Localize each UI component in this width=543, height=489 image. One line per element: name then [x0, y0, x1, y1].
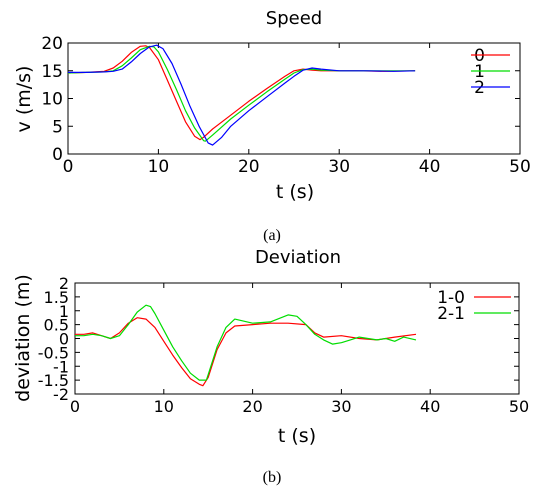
- speed-y-tick-label: 20: [41, 34, 63, 54]
- deviation-x-tick-label: 0: [70, 397, 80, 416]
- deviation-y-axis-label: deviation (m): [12, 274, 34, 402]
- speed-x-axis-label: t (s): [276, 181, 314, 203]
- speed-x-tick-label: 50: [509, 157, 531, 177]
- deviation-x-tick-label: 20: [242, 397, 262, 416]
- deviation-x-tick-label: 30: [331, 397, 351, 416]
- speed-x-tick-label: 10: [148, 157, 170, 177]
- speed-x-tick-label: 20: [238, 157, 260, 177]
- speed-caption: (a): [263, 227, 281, 244]
- deviation-y-tick-label: -2: [53, 385, 69, 404]
- speed-plot-frame: [67, 42, 521, 155]
- speed-x-tick-label: 0: [63, 157, 74, 177]
- deviation-y-tick-label: 1: [59, 302, 69, 321]
- speed-series-line-1: [67, 45, 416, 142]
- speed-y-tick-label: 5: [52, 117, 63, 137]
- deviation-legend: 1-02-1: [437, 288, 511, 324]
- deviation-legend-label: 2-1: [437, 304, 465, 324]
- speed-y-axis-label: v (m/s): [13, 66, 35, 133]
- deviation-series-lines: [75, 304, 417, 387]
- speed-y-tick-label: 15: [41, 62, 63, 82]
- speed-y-tick-label: 0: [52, 145, 63, 165]
- deviation-legend-label: 1-0: [437, 288, 465, 308]
- deviation-chart-title: Deviation: [255, 247, 341, 268]
- deviation-x-tick-label: 50: [509, 397, 529, 416]
- speed-legend: 012: [471, 46, 510, 98]
- deviation-caption: (b): [263, 469, 282, 486]
- deviation-panel: Deviation 0 10 20 30 40 50-2-1.5-1-0.500.511.…: [12, 247, 529, 486]
- speed-legend-label: 0: [474, 46, 485, 66]
- deviation-x-tick-label: 10: [154, 397, 174, 416]
- speed-series-line-0: [67, 45, 416, 141]
- speed-legend-label: 1: [474, 62, 485, 82]
- deviation-y-tick-label: 2: [59, 274, 69, 293]
- deviation-y-tick-label: 1.5: [44, 288, 69, 307]
- speed-x-tick-label: 30: [328, 157, 350, 177]
- speed-legend-label: 2: [474, 78, 485, 98]
- deviation-series-line-2-1: [75, 304, 417, 381]
- deviation-axis-ticks: 0 10 20 30 40 50-2-1.5-1-0.500.511.52: [38, 274, 529, 416]
- deviation-y-tick-label: -1: [53, 357, 69, 376]
- deviation-y-tick-label: 0.5: [44, 316, 69, 335]
- deviation-series-line-1-0: [75, 317, 417, 387]
- deviation-x-axis-label: t (s): [278, 425, 316, 447]
- speed-x-tick-label: 40: [419, 157, 441, 177]
- deviation-y-tick-label: -0.5: [38, 343, 69, 362]
- deviation-y-tick-label: -1.5: [38, 371, 69, 390]
- speed-y-tick-label: 10: [41, 90, 63, 110]
- speed-series-lines: [67, 44, 416, 146]
- deviation-y-tick-label: 0: [59, 330, 69, 349]
- speed-chart-title: Speed: [266, 8, 322, 29]
- speed-series-line-2: [68, 44, 416, 146]
- deviation-x-tick-label: 40: [420, 397, 440, 416]
